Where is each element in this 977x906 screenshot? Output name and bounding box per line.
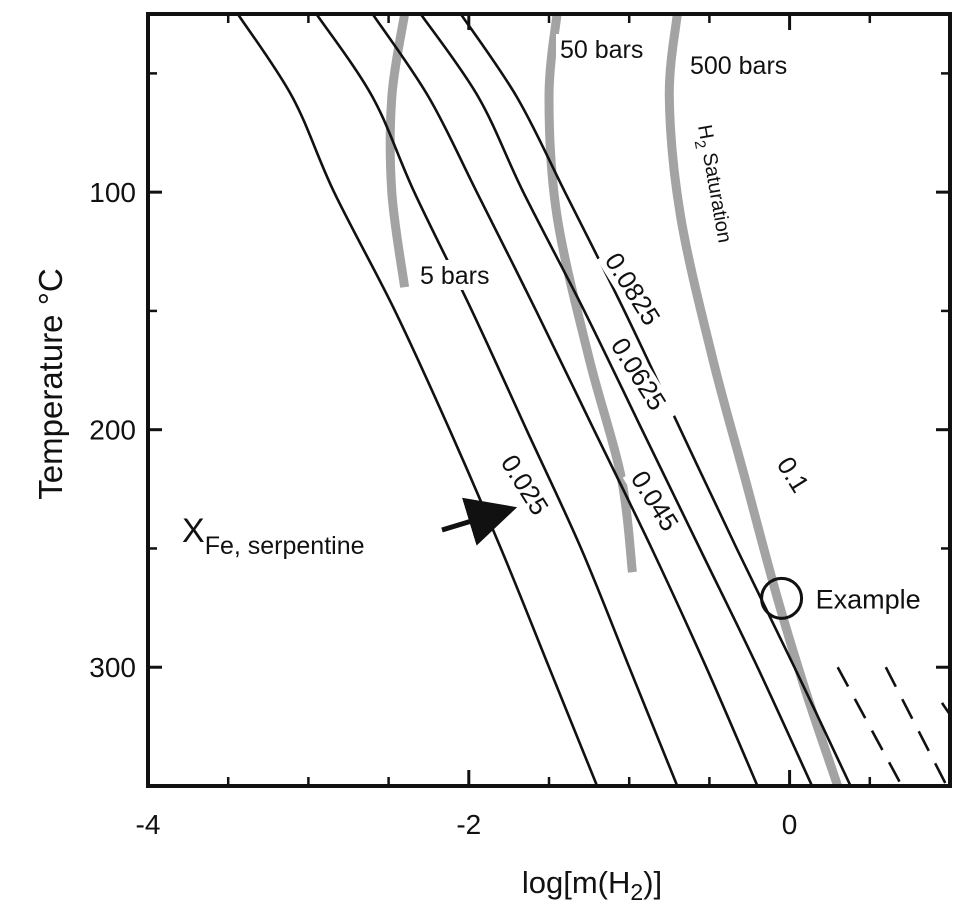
y-tick-label: 200 [89,415,136,446]
y-tick-label: 100 [89,177,136,208]
composition-curve-dashed-6 [884,666,948,786]
composition-label-bg [622,462,691,549]
x-axis-label-sub: 2 [630,879,643,905]
pressure-curve-2 [664,14,842,786]
pressure-curve-1 [544,14,637,573]
composition-label-group: 0.025 [492,446,561,533]
composition-label-bg [768,448,821,509]
pressure-curves [385,14,842,786]
x-tick-label: 0 [782,809,798,840]
pressure-label-bg [416,260,506,290]
composition-curves [236,14,950,786]
composition-label-group: 0.1 [768,448,821,509]
composition-label-bg [602,329,679,428]
x-axis-label-pre: log[m(H [522,865,631,900]
composition-curve-3 [419,14,814,786]
pressure-label-bg [686,50,804,80]
composition-curve-dashed-5 [836,666,904,786]
composition-label-3: 0.0825 [599,247,667,330]
axis-ticks: -4 -2 0 100 200 300 [89,14,952,840]
pressure-label-bg [556,34,660,64]
h2-saturation-label-sub: 2 [691,139,709,150]
composition-curve-0 [236,14,599,786]
x-axis-label-post: )] [643,865,662,900]
composition-label-0: 0.025 [495,449,555,520]
h2-saturation-label: H2 Saturation [688,123,735,245]
composition-label-bg [492,446,561,533]
xfe-annotation-sub: Fe, serpentine [205,532,365,560]
h2-saturation-label-pre: H [693,123,717,141]
x-tick-label: -2 [456,809,481,840]
composition-label-bg [596,244,673,343]
xfe-annotation-arrow [441,497,518,546]
pressure-label-2: 500 bars [690,52,787,80]
xfe-annotation-main: X [182,512,205,550]
h2-saturation-label-post: Saturation [697,145,735,244]
example-label: Example [816,584,921,614]
xfe-annotation-label: XFe, serpentine [182,512,365,560]
x-axis-label: log[m(H2)] [522,865,662,905]
x-tick-label: -4 [136,809,161,840]
example-marker [760,576,804,620]
y-axis-label: Temperature °C [32,268,69,499]
composition-curve-1 [315,14,679,786]
composition-curve-2 [371,14,759,786]
y-tick-label: 300 [89,652,136,683]
pressure-label-0: 5 bars [420,262,489,290]
pressure-label-1: 50 bars [560,36,643,64]
composition-label-group: 0.0825 [596,244,673,343]
